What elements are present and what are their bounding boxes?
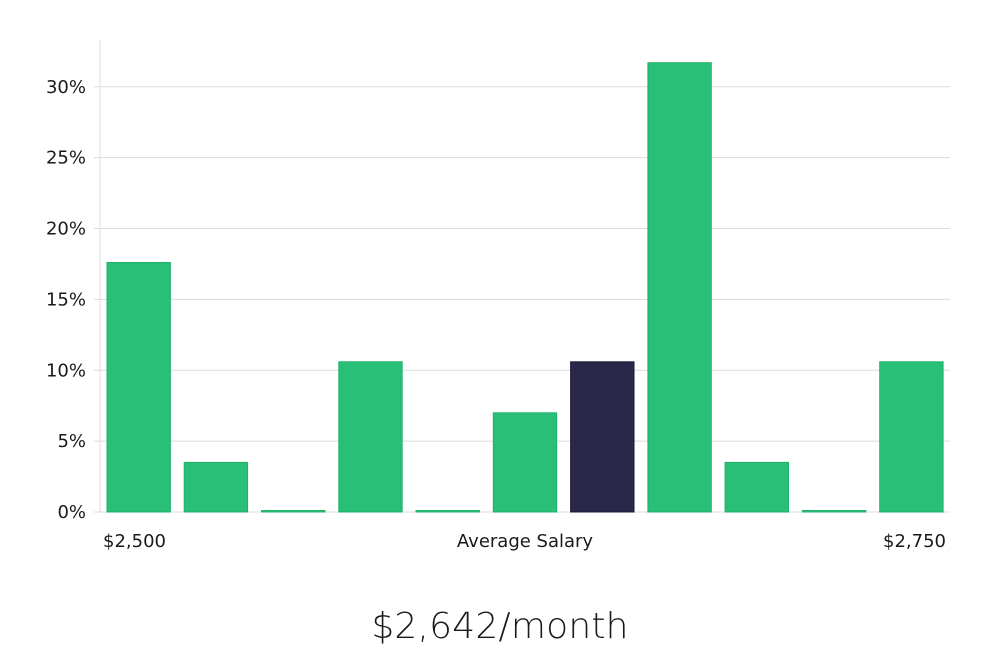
y-tick-label: 10% [46,360,86,381]
y-tick-label: 0% [57,502,86,523]
bar-highlighted [570,361,635,513]
bar-chart: 0% 5% 10% 15% 20% 25% 30% $2,500 Average Salar… [46,40,950,552]
average-salary-value: $2,642/month [371,606,629,647]
y-tick-label: 20% [46,219,86,240]
salary-chart: 0% 5% 10% 15% 20% 25% 30% $2,500 Average Salar… [46,40,950,647]
y-tick-label: 15% [46,289,86,310]
bar [183,461,249,513]
bar [724,461,789,513]
grid-lines [100,86,950,442]
bar [647,62,712,513]
bars [106,62,944,513]
y-tick-labels: 0% 5% 10% 15% 20% 25% 30% [46,77,86,523]
bar [415,510,480,513]
x-axis-title: Average Salary [457,531,594,552]
x-start-label: $2,500 [103,531,166,552]
bar [261,510,326,513]
bar [338,361,403,513]
bar [492,412,558,513]
bar [879,361,944,513]
bar [106,262,171,513]
y-tick-label: 5% [57,431,86,452]
y-tick-label: 25% [46,148,86,169]
y-tick-label: 30% [46,77,86,98]
x-end-label: $2,750 [883,531,946,552]
bar [801,510,867,513]
